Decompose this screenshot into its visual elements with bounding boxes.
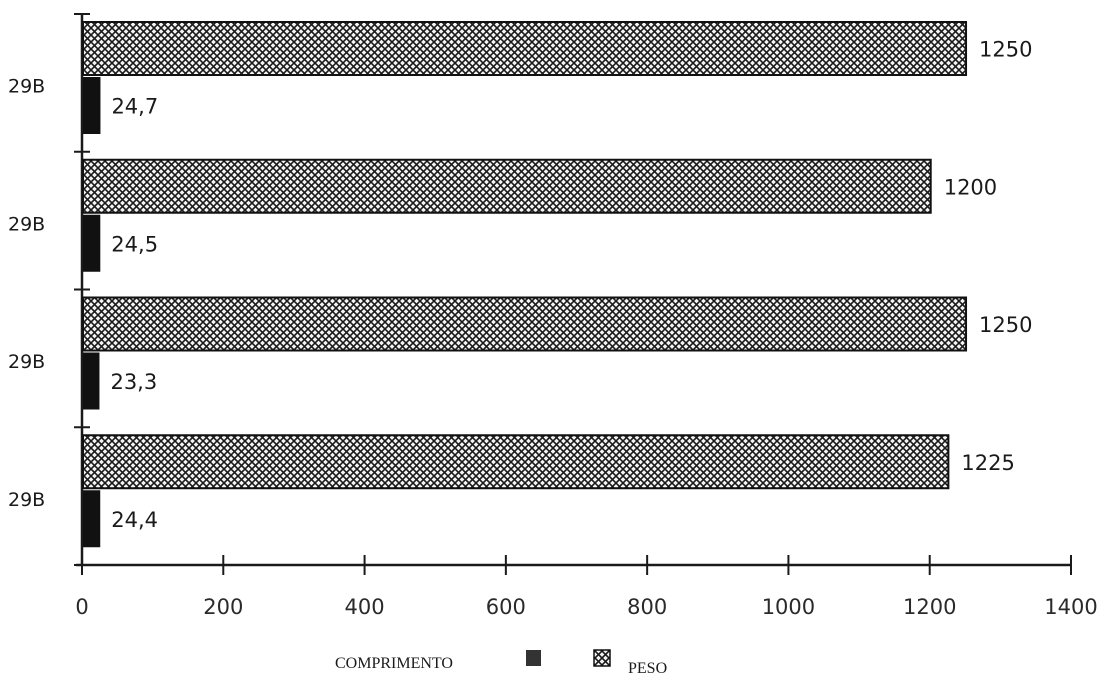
x-tick-label: 1200 [903,595,956,619]
chart-axes: 0 200 400 600 800 1000 1200 1400 [74,13,1098,619]
bar-peso [82,21,968,76]
bar-comprimento [83,352,100,410]
category-label: 29B [8,351,45,373]
bar-peso [82,158,932,214]
x-tick-label: 1000 [762,595,815,619]
bar-comprimento [83,77,101,134]
x-tick-label: 200 [203,595,243,619]
data-label-comprimento: 24,4 [111,508,158,532]
x-tick-label: 800 [627,595,667,619]
category-label: 29B [8,489,45,511]
x-tick-label: 600 [486,595,526,619]
chart-labels: 29B 1250 24,7 29B 1200 24,5 29B 1250 23,3 29B 1225… [8,38,1032,532]
bar-comprimento [83,214,101,272]
x-tick-label: 0 [75,595,88,619]
legend-label-comprimento: COMPRIMENTO [335,655,453,672]
bar-peso [82,434,950,490]
category-label: 29B [8,76,45,98]
data-label-comprimento: 24,7 [111,95,158,119]
category-label: 29B [8,213,45,235]
data-label-peso: 1200 [944,175,997,199]
x-tick-label: 400 [345,595,385,619]
chart-bars [82,21,968,548]
legend-swatch-comprimento [526,650,541,666]
x-tick-label: 1400 [1044,595,1097,619]
legend-swatch-peso [593,649,611,667]
data-label-peso: 1250 [979,38,1032,62]
chart-legend: COMPRIMENTO PESO [335,649,667,677]
data-label-comprimento: 24,5 [111,232,158,256]
bar-peso [82,296,968,352]
data-label-peso: 1225 [961,451,1014,475]
data-label-comprimento: 23,3 [110,370,157,394]
bar-comprimento [83,490,101,548]
legend-label-peso: PESO [628,660,667,677]
data-label-peso: 1250 [979,313,1032,337]
